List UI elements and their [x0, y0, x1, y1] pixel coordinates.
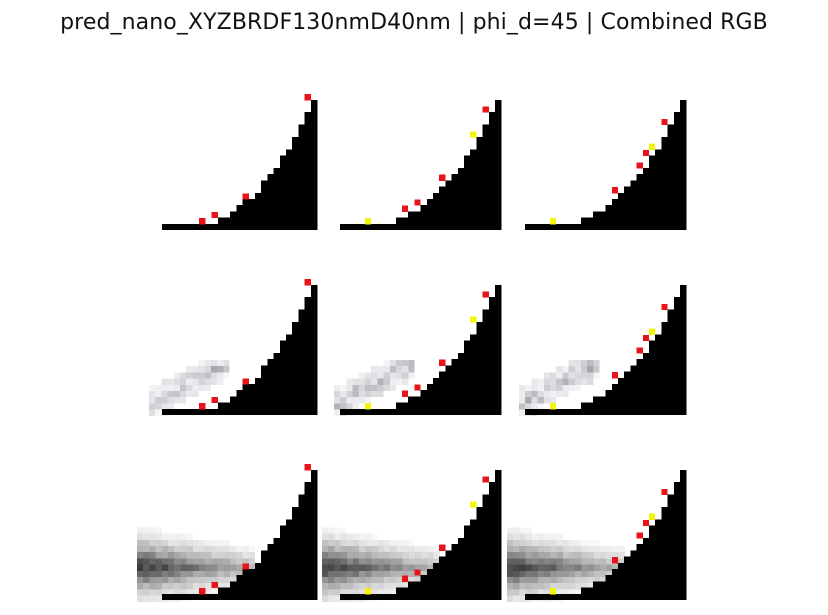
edge-marker [242, 563, 249, 570]
edge-marker [482, 291, 489, 298]
edge-marker [211, 581, 218, 589]
image-panel-r2-c2 [507, 469, 687, 602]
image-panel-r0-c2 [525, 99, 687, 230]
edge-marker [211, 396, 218, 404]
edge-marker [199, 218, 206, 225]
image-panel-r0-c0 [162, 94, 318, 230]
edge-marker [439, 174, 446, 181]
edge-marker [439, 544, 446, 551]
surface-profile [340, 284, 502, 415]
edge-marker [402, 575, 409, 582]
edge-marker [611, 187, 618, 194]
edge-marker [636, 162, 643, 169]
edge-marker [199, 588, 206, 595]
edge-marker [649, 328, 656, 335]
surface-profile [162, 284, 318, 415]
edge-marker [414, 199, 421, 206]
edge-marker [414, 384, 421, 391]
edge-markers [199, 464, 311, 595]
edge-marker [642, 149, 649, 157]
edge-marker [549, 403, 556, 410]
edge-marker [304, 94, 311, 101]
surface-profile [525, 99, 687, 230]
image-panel-r1-c0 [149, 279, 318, 416]
edge-markers [199, 279, 311, 410]
edge-marker [642, 519, 649, 527]
surface-profile [162, 469, 318, 600]
image-panel-r0-c1 [340, 99, 502, 230]
figure-title: pred_nano_XYZBRDF130nmD40nm | phi_d=45 |… [60, 10, 768, 35]
edge-markers [549, 303, 668, 410]
edge-marker [661, 488, 668, 496]
edge-marker [611, 372, 618, 379]
image-panel-r2-c1 [322, 469, 502, 602]
edge-marker [611, 557, 618, 564]
edge-marker [364, 588, 371, 595]
surface-profile [340, 469, 502, 600]
edge-marker [242, 193, 249, 200]
surface-profile [162, 99, 318, 230]
edge-marker [636, 347, 643, 354]
edge-marker [402, 390, 409, 397]
surface-profile [525, 469, 687, 600]
edge-marker [304, 464, 311, 471]
image-panel-r2-c0 [137, 464, 318, 602]
edge-marker [364, 403, 371, 410]
edge-marker [304, 279, 311, 286]
edge-marker [439, 359, 446, 366]
edge-markers [549, 118, 668, 225]
edge-markers [549, 488, 668, 595]
edge-marker [414, 569, 421, 576]
edge-marker [364, 218, 371, 225]
edge-markers [364, 106, 489, 225]
haze-cloud [519, 360, 600, 416]
edge-marker [199, 403, 206, 410]
edge-marker [649, 513, 656, 520]
surface-profile [340, 99, 502, 230]
edge-marker [642, 334, 649, 342]
haze-cloud [507, 527, 625, 602]
surface-profile [525, 284, 687, 415]
edge-marker [482, 106, 489, 113]
edge-markers [364, 291, 489, 410]
edge-marker [649, 143, 656, 150]
edge-marker [549, 588, 556, 595]
edge-marker [211, 211, 218, 219]
edge-marker [470, 501, 477, 508]
edge-markers [199, 94, 311, 225]
edge-marker [661, 303, 668, 311]
image-panel-r1-c1 [334, 284, 502, 416]
edge-marker [242, 378, 249, 385]
image-panel-r1-c2 [519, 284, 687, 416]
edge-marker [482, 476, 489, 483]
edge-marker [636, 532, 643, 539]
edge-marker [661, 118, 668, 126]
edge-markers [364, 476, 489, 595]
haze-cloud [149, 360, 230, 416]
edge-marker [402, 205, 409, 212]
edge-marker [470, 131, 477, 138]
edge-marker [549, 218, 556, 225]
edge-marker [470, 316, 477, 323]
